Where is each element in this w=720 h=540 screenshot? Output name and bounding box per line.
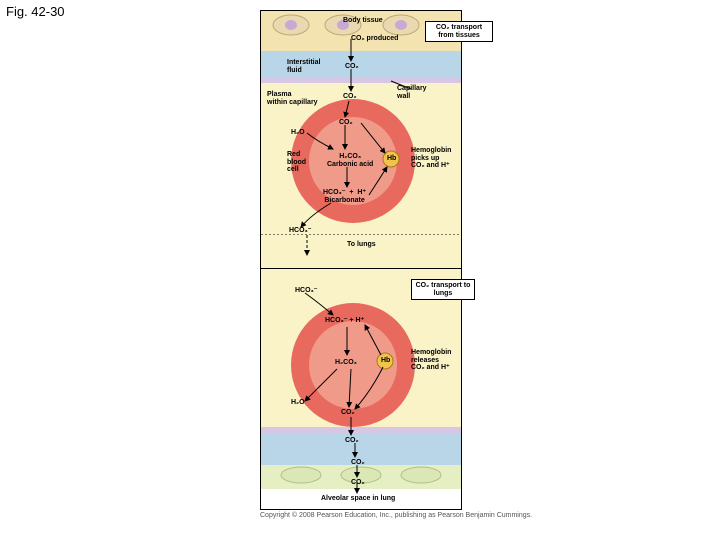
hco3-h-label: HCO₃⁻ + H⁺ <box>325 317 364 325</box>
capillary-wall-label: Capillary wall <box>397 85 427 100</box>
hco3-out-label: HCO₃⁻ <box>289 227 312 235</box>
hb-pickup-label: Hemoglobin picks up CO₂ and H⁺ <box>411 147 451 170</box>
interstitial-fluid-label: Interstitial fluid <box>287 59 320 74</box>
to-lungs-label: To lungs <box>347 241 376 249</box>
top-callout: CO₂ transport from tissues <box>425 21 493 42</box>
hco3-label: HCO₃⁻ + H⁺ Bicarbonate <box>323 189 366 204</box>
hb-label: Hb <box>387 155 396 163</box>
co2-produced-label: CO₂ produced <box>351 35 398 43</box>
co2-alv-label: CO₂ <box>351 479 365 487</box>
rbc-label: Red blood cell <box>287 151 306 174</box>
hb-release-label: Hemoglobin releases CO₂ and H⁺ <box>411 349 451 372</box>
top-panel: CO₂ transport from tissues Body tissue C… <box>260 10 462 270</box>
h2co3-label: H₂CO₃ Carbonic acid <box>327 153 373 168</box>
h2co3-bot-label: H₂CO₃ <box>335 359 357 367</box>
hco3-in-label: HCO₃⁻ <box>295 287 318 295</box>
hb-bot-label: Hb <box>381 357 390 365</box>
co2-if-bot-label: CO₂ <box>351 459 365 467</box>
h2o-label: H₂O <box>291 129 305 137</box>
plasma-label: Plasma within capillary <box>267 91 318 106</box>
co2-plasma-label: CO₂ <box>343 93 357 101</box>
bottom-diagram <box>261 269 461 509</box>
alveolar-label: Alveolar space in lung <box>321 495 395 503</box>
co2-plasma-bot-label: CO₂ <box>345 437 359 445</box>
co2-if-label: CO₂ <box>345 63 359 71</box>
bottom-callout: CO₂ transport to lungs <box>411 279 475 300</box>
h2o-bot-label: H₂O <box>291 399 305 407</box>
figure-label: Fig. 42-30 <box>6 4 65 19</box>
copyright-text: Copyright © 2008 Pearson Education, Inc.… <box>260 512 532 519</box>
co2-cell-bot-label: CO₂ <box>341 409 355 417</box>
body-tissue-label: Body tissue <box>343 17 383 25</box>
co2-in-cell-label: CO₂ <box>339 119 353 127</box>
bottom-panel: CO₂ transport to lungs HCO₃⁻ HCO₃⁻ + H⁺ … <box>260 268 462 510</box>
